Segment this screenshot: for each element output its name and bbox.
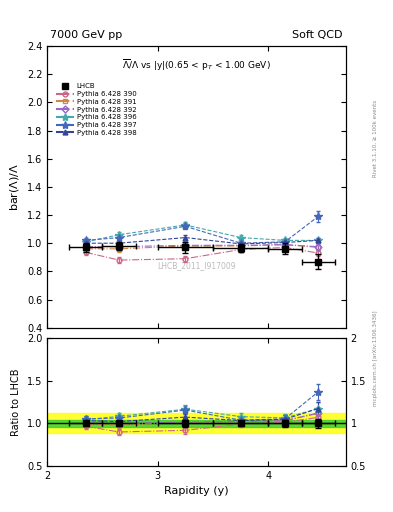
- Y-axis label: $\mathrm{bar}(\Lambda)/\Lambda$: $\mathrm{bar}(\Lambda)/\Lambda$: [8, 163, 21, 211]
- Text: 7000 GeV pp: 7000 GeV pp: [50, 30, 122, 40]
- Text: $\overline{\Lambda}/\Lambda$ vs |y|(0.65 < p$_T$ < 1.00 GeV): $\overline{\Lambda}/\Lambda$ vs |y|(0.65…: [122, 57, 271, 73]
- Y-axis label: Ratio to LHCB: Ratio to LHCB: [11, 368, 21, 436]
- Text: mcplots.cern.ch [arXiv:1306.3436]: mcplots.cern.ch [arXiv:1306.3436]: [373, 311, 378, 406]
- Bar: [47, 413, 346, 434]
- Text: Soft QCD: Soft QCD: [292, 30, 343, 40]
- Legend: LHCB, Pythia 6.428 390, Pythia 6.428 391, Pythia 6.428 392, Pythia 6.428 396, Py: LHCB, Pythia 6.428 390, Pythia 6.428 391…: [53, 80, 139, 139]
- X-axis label: Rapidity (y): Rapidity (y): [164, 486, 229, 496]
- Text: LHCB_2011_I917009: LHCB_2011_I917009: [157, 261, 236, 270]
- Text: Rivet 3.1.10, ≥ 100k events: Rivet 3.1.10, ≥ 100k events: [373, 100, 378, 177]
- Bar: [47, 420, 346, 426]
